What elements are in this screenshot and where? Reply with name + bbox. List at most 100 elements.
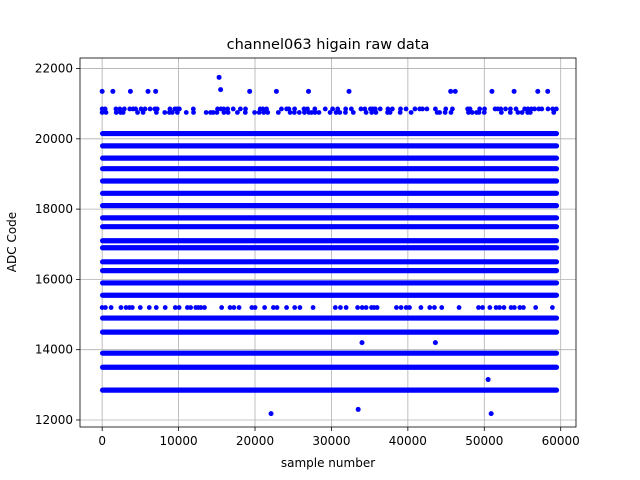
data-point — [113, 106, 119, 112]
data-point — [498, 106, 504, 112]
band-fill — [99, 143, 560, 149]
data-point — [133, 106, 139, 112]
data-point — [129, 305, 135, 310]
data-point — [252, 110, 257, 115]
data-point — [385, 106, 391, 112]
band-fill — [99, 387, 560, 393]
data-point — [525, 106, 531, 112]
band-19 — [99, 143, 560, 149]
data-point — [403, 305, 409, 310]
band-fill — [99, 292, 560, 298]
plot-frame — [79, 57, 577, 428]
data-point — [467, 106, 473, 112]
data-point — [322, 106, 328, 112]
data-point — [418, 305, 424, 310]
data-point — [146, 305, 152, 310]
data-point — [397, 110, 403, 115]
data-point — [337, 110, 343, 115]
band-8 — [99, 268, 560, 274]
data-point — [301, 106, 307, 112]
y-tick-label: 20000 — [35, 132, 73, 146]
data-point — [521, 305, 526, 310]
data-point — [215, 106, 220, 112]
band-22 — [99, 106, 559, 112]
band-3 — [99, 329, 560, 335]
outlier-point — [99, 88, 105, 94]
data-point — [190, 106, 196, 112]
data-point — [420, 106, 425, 112]
band-6 — [99, 292, 560, 298]
data-point — [443, 106, 449, 112]
data-point — [227, 305, 233, 310]
data-point — [221, 110, 227, 115]
data-point — [533, 305, 539, 310]
data-point — [362, 106, 368, 112]
data-point — [377, 106, 383, 112]
data-point — [198, 305, 204, 310]
data-point — [480, 305, 485, 310]
data-point — [147, 106, 153, 112]
band-fill — [99, 315, 560, 321]
outlier-point — [488, 411, 494, 417]
data-point — [135, 110, 140, 115]
data-point — [327, 110, 333, 115]
outlier-point — [448, 88, 454, 94]
outlier-point — [145, 88, 151, 94]
data-point — [121, 106, 127, 112]
data-point — [312, 110, 318, 115]
data-point — [513, 106, 519, 112]
data-point — [137, 305, 143, 310]
data-point — [358, 106, 364, 112]
data-point — [335, 106, 341, 112]
data-point — [142, 106, 148, 112]
data-point — [284, 305, 289, 310]
x-tick-label: 50000 — [465, 434, 503, 448]
data-point — [407, 305, 412, 310]
data-point — [348, 106, 354, 112]
x-tick-label: 30000 — [312, 434, 350, 448]
data-point — [296, 110, 302, 115]
data-point — [221, 106, 227, 112]
band-11 — [99, 238, 560, 244]
data-point — [140, 110, 146, 115]
outlier-point — [545, 88, 551, 94]
data-point — [432, 305, 437, 310]
data-point — [433, 106, 438, 112]
band-14 — [99, 203, 560, 209]
band-7 — [99, 280, 560, 286]
data-point — [517, 305, 523, 310]
outlier-point — [535, 88, 541, 94]
data-point — [184, 305, 190, 310]
data-point — [202, 305, 207, 310]
data-point — [511, 305, 517, 310]
data-point — [305, 106, 310, 112]
data-point — [274, 305, 280, 310]
outlier-point — [218, 87, 224, 93]
data-point — [450, 106, 455, 112]
data-point — [123, 305, 129, 310]
data-point — [519, 110, 525, 115]
data-point — [292, 305, 298, 310]
data-point — [162, 110, 168, 115]
data-point — [279, 106, 284, 112]
band-fill — [99, 268, 560, 274]
data-point — [237, 106, 243, 112]
data-point — [350, 110, 356, 115]
data-point — [456, 305, 462, 310]
data-point — [487, 305, 493, 310]
outlier-point — [432, 340, 438, 346]
outlier-point — [511, 88, 517, 94]
data-point — [117, 106, 123, 112]
data-point — [359, 305, 365, 310]
x-tick-label: 60000 — [542, 434, 580, 448]
data-point — [312, 106, 318, 112]
data-point — [118, 305, 124, 310]
data-point — [188, 305, 194, 310]
outlier-point — [355, 406, 361, 412]
data-point — [482, 106, 487, 112]
x-tick-label: 0 — [98, 434, 106, 448]
outlier-point — [485, 377, 491, 383]
data-point — [191, 110, 196, 115]
data-point — [172, 305, 178, 310]
